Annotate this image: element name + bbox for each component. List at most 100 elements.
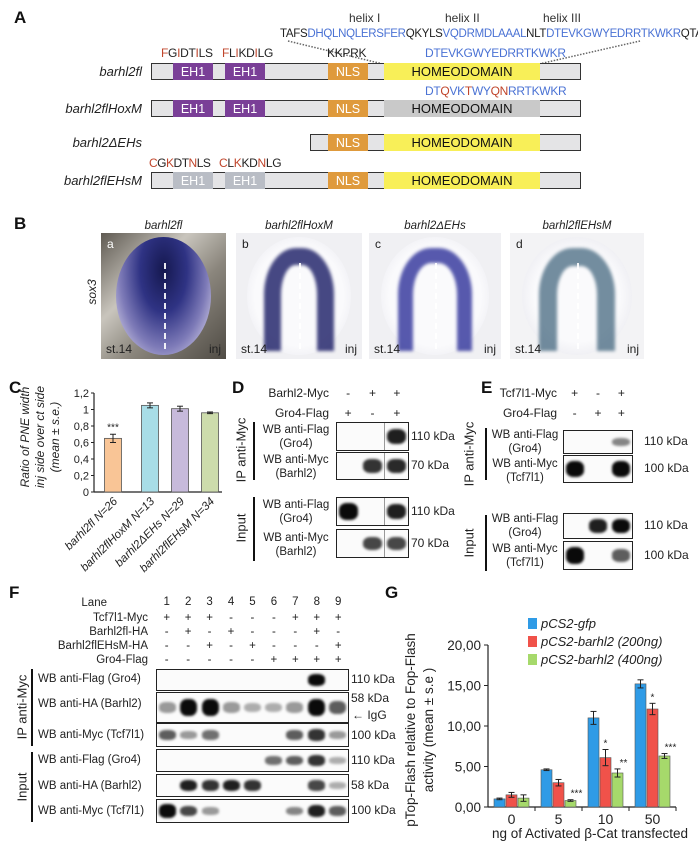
- kda-label: 70 kDa: [411, 536, 450, 550]
- blot-band: [328, 700, 346, 715]
- sequence-segment: L: [227, 156, 234, 170]
- eh1-sequence-2: FLIKDILG: [222, 46, 273, 60]
- blot-band: [611, 437, 630, 447]
- minus-sign: -: [164, 626, 169, 638]
- plus-sign: +: [206, 640, 213, 652]
- arrow-left-icon: ←: [352, 708, 364, 722]
- significance-label: ***: [571, 789, 583, 800]
- row-label: Tcf7l1-Myc: [499, 386, 557, 400]
- row-label: Tcf7l1-Myc: [93, 612, 148, 624]
- bar: [104, 437, 122, 493]
- sequence-segment: DT: [180, 46, 196, 60]
- ip-bracket: [253, 422, 255, 480]
- y-tick-label: 5,00: [455, 760, 481, 775]
- blot-antibody: WB anti-Flag: [491, 429, 559, 441]
- legend-label: pCS2-barhl2 (400ng): [540, 652, 662, 667]
- blot-label: WB anti-Flag (Gro4): [38, 673, 141, 685]
- sequence-segment: LS: [198, 46, 213, 60]
- blot-band: [611, 518, 630, 534]
- panel-g-label: G: [385, 583, 399, 602]
- minus-sign: -: [370, 406, 375, 420]
- sequence-segment: N: [257, 156, 267, 170]
- stage-label: st.14: [106, 342, 133, 356]
- plus-sign: +: [249, 640, 256, 652]
- eh1-mutant-domain: EH1: [173, 172, 213, 189]
- western-blot: [156, 692, 349, 723]
- minus-sign: -: [293, 640, 298, 652]
- construct-bar: NLS HOMEODOMAIN: [310, 134, 581, 151]
- y-tick-label: 0,4: [74, 454, 89, 466]
- y-tick-label: 20,00: [447, 638, 481, 653]
- y-tick-label: 1: [83, 405, 89, 417]
- blot-band: [307, 674, 325, 686]
- blot-band: [307, 754, 325, 767]
- kda-label: 100 kDa: [351, 803, 396, 817]
- stage-label: st.14: [515, 342, 542, 356]
- sequence-segment: KD: [238, 46, 255, 60]
- lane-number: 9: [335, 596, 342, 608]
- significance-label: **: [620, 758, 628, 769]
- sequence-segment: DTEVKGWYEDRRTKWKR: [425, 46, 566, 60]
- sequence-segment: NLT: [526, 28, 547, 40]
- y-axis-label: activity (mean ± s.e ): [421, 668, 436, 792]
- helix-3-label: helix III: [543, 11, 582, 25]
- blot-antibody: WB anti-Myc: [492, 458, 558, 470]
- panel-b-label: B: [14, 214, 27, 233]
- legend-label: pCS2-gfp: [540, 616, 596, 631]
- blot-band: [611, 549, 630, 562]
- panel-d-label: D: [232, 378, 245, 397]
- blot-target: (Gro4): [508, 527, 542, 539]
- lane-number: 4: [227, 596, 235, 608]
- eh1-sequence-1: FGIDTILS: [161, 46, 213, 60]
- embryo-image-d: d st.14 inj: [510, 233, 644, 359]
- input-bracket: [31, 752, 33, 822]
- sequence-segment: K: [166, 156, 174, 170]
- blot-target: (Gro4): [508, 443, 542, 455]
- panel-c-label: C: [9, 378, 22, 397]
- blot-band: [588, 519, 608, 533]
- sequence-segment: RRTKWKR: [508, 84, 567, 98]
- x-tick-label: 5: [555, 811, 563, 827]
- input-bracket: [253, 497, 255, 561]
- western-blot: [336, 422, 409, 451]
- helix-1-label: helix I: [349, 11, 381, 25]
- nls-domain: NLS: [328, 172, 368, 189]
- image-title: barhl2ΔEHs: [404, 220, 466, 232]
- zoom-guide-lines: [287, 40, 641, 65]
- image-letter: c: [375, 237, 381, 251]
- blot-band: [180, 731, 198, 739]
- construct-label: barhl2ΔEHs: [72, 135, 142, 150]
- y-tick-label: 0: [83, 487, 89, 499]
- bar: [611, 772, 624, 808]
- plus-sign: +: [184, 626, 192, 638]
- minus-sign: -: [271, 612, 276, 624]
- plus-sign: +: [163, 612, 171, 624]
- y-tick-label: 0,2: [74, 471, 89, 483]
- blot-band: [386, 458, 406, 474]
- minus-sign: -: [164, 640, 169, 652]
- western-blot: [156, 774, 349, 797]
- plus-sign: +: [334, 640, 342, 652]
- guide-line-right: [538, 40, 641, 65]
- lane-number: 7: [292, 596, 299, 608]
- western-blot: [563, 430, 633, 454]
- construct-bar: EH1 EH1 NLS HOMEODOMAIN: [151, 100, 581, 117]
- marker-label: sox3: [85, 279, 99, 305]
- staining: [539, 248, 615, 352]
- blot-band: [386, 503, 406, 520]
- sign-row: - + +: [336, 386, 409, 400]
- blot-band: [222, 702, 240, 713]
- blot-band: [307, 804, 325, 818]
- blot-label: WB anti-HA (Barhl2): [38, 698, 142, 710]
- minus-sign: -: [164, 654, 169, 666]
- blot-antibody: WB anti-Myc: [263, 532, 329, 544]
- sequence-segment: LG: [265, 156, 282, 170]
- lane-number: 5: [249, 596, 256, 608]
- bar: [587, 717, 600, 808]
- sequence-segment: G: [168, 46, 178, 60]
- y-tick-label: 0,8: [74, 421, 89, 433]
- blot-band: [307, 729, 325, 741]
- blot-band: [386, 536, 406, 551]
- homeodomain: HOMEODOMAIN: [384, 172, 540, 189]
- blot-target: (Tcf7l1): [506, 557, 544, 569]
